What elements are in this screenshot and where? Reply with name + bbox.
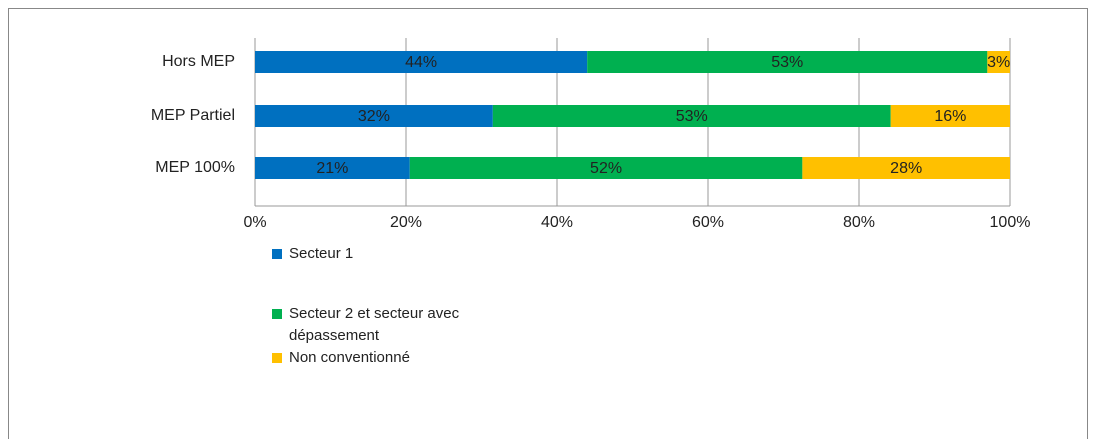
data-label: 32% bbox=[358, 108, 390, 125]
data-label: 52% bbox=[590, 160, 622, 177]
legend-swatch bbox=[272, 249, 282, 259]
x-tick-label: 80% bbox=[843, 214, 875, 231]
bar-segment bbox=[255, 51, 588, 73]
bar-segment bbox=[587, 51, 988, 73]
x-tick-label: 20% bbox=[390, 214, 422, 231]
data-label: 16% bbox=[934, 108, 966, 125]
x-tick-label: 40% bbox=[541, 214, 573, 231]
legend-swatch bbox=[272, 309, 282, 319]
data-label: 53% bbox=[771, 54, 803, 71]
data-label: 21% bbox=[316, 160, 348, 177]
y-tick-label: MEP 100% bbox=[155, 159, 235, 176]
legend: Secteur 1 Secteur 2 et secteur avec dépas… bbox=[272, 243, 529, 369]
legend-label: Secteur 1 bbox=[289, 245, 354, 262]
bar-segment bbox=[409, 157, 803, 179]
legend-label: Non conventionné bbox=[289, 349, 410, 366]
y-tick-label: MEP Partiel bbox=[151, 107, 235, 124]
bar-segment bbox=[890, 105, 1010, 127]
x-tick-label: 60% bbox=[692, 214, 724, 231]
bar-segment bbox=[802, 157, 1010, 179]
bar-segment bbox=[987, 51, 1010, 73]
legend-item: Non conventionné bbox=[272, 347, 529, 369]
legend-item: Secteur 2 et secteur avec dépassement bbox=[272, 303, 529, 347]
bar-segment bbox=[255, 105, 493, 127]
legend-label: Secteur 2 et secteur avec dépassement bbox=[289, 305, 460, 344]
legend-item: Secteur 1 bbox=[272, 243, 529, 265]
chart-frame bbox=[8, 8, 1088, 439]
data-label: 44% bbox=[405, 54, 437, 71]
bar-segment bbox=[492, 105, 891, 127]
data-label: 53% bbox=[676, 108, 708, 125]
x-tick-label: 0% bbox=[243, 214, 266, 231]
x-tick-label: 100% bbox=[990, 214, 1031, 231]
y-tick-label: Hors MEP bbox=[162, 53, 235, 70]
bar-segment bbox=[255, 157, 410, 179]
data-label: 28% bbox=[890, 160, 922, 177]
legend-swatch bbox=[272, 353, 282, 363]
data-label: 3% bbox=[987, 54, 1010, 71]
